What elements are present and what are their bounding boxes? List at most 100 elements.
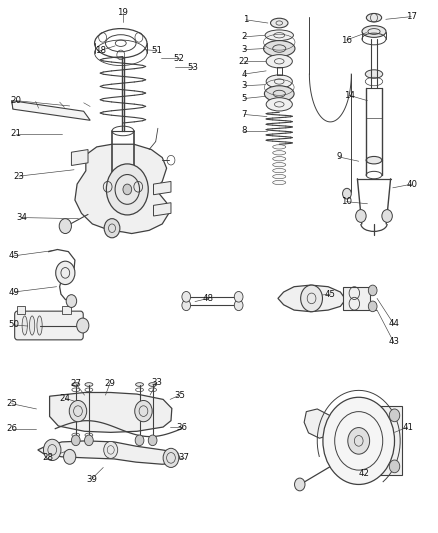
Text: 9: 9 — [336, 152, 342, 161]
Text: 10: 10 — [341, 197, 352, 206]
Text: 50: 50 — [8, 320, 19, 329]
Text: 22: 22 — [239, 58, 250, 66]
Ellipse shape — [266, 55, 292, 68]
Text: 18: 18 — [95, 46, 106, 55]
Text: 7: 7 — [242, 110, 247, 119]
Ellipse shape — [265, 86, 294, 102]
Circle shape — [77, 318, 89, 333]
Ellipse shape — [37, 316, 42, 335]
Ellipse shape — [273, 180, 286, 184]
Text: 39: 39 — [86, 475, 97, 483]
Polygon shape — [153, 181, 171, 195]
Text: 26: 26 — [6, 424, 17, 433]
Circle shape — [135, 435, 144, 446]
Ellipse shape — [273, 174, 286, 179]
Text: 28: 28 — [42, 454, 53, 463]
Text: 3: 3 — [242, 45, 247, 54]
Ellipse shape — [273, 168, 286, 173]
Text: 53: 53 — [187, 63, 198, 71]
Text: 27: 27 — [70, 379, 81, 388]
Circle shape — [182, 292, 191, 302]
Text: 24: 24 — [60, 394, 71, 403]
Polygon shape — [153, 203, 171, 216]
Circle shape — [163, 448, 179, 467]
Circle shape — [71, 435, 80, 446]
Text: 36: 36 — [177, 423, 187, 432]
Circle shape — [182, 300, 191, 311]
Text: 43: 43 — [388, 337, 399, 346]
Ellipse shape — [265, 30, 293, 41]
Circle shape — [123, 184, 132, 195]
Ellipse shape — [136, 383, 144, 386]
Text: 35: 35 — [174, 391, 185, 400]
Text: 48: 48 — [203, 294, 214, 303]
Ellipse shape — [149, 383, 156, 386]
Text: 29: 29 — [104, 379, 115, 388]
Text: 5: 5 — [242, 94, 247, 103]
Circle shape — [323, 397, 395, 484]
Circle shape — [104, 441, 118, 458]
Text: 37: 37 — [179, 454, 190, 463]
Text: 25: 25 — [6, 399, 17, 408]
Text: 2: 2 — [242, 33, 247, 42]
Ellipse shape — [365, 70, 383, 78]
Ellipse shape — [273, 157, 286, 161]
Circle shape — [234, 292, 243, 302]
Ellipse shape — [264, 41, 295, 56]
Polygon shape — [304, 409, 338, 438]
Text: 16: 16 — [341, 36, 352, 45]
Text: 1: 1 — [244, 15, 249, 25]
Text: 45: 45 — [8, 252, 19, 260]
Circle shape — [382, 209, 392, 222]
Circle shape — [389, 409, 400, 422]
Text: 49: 49 — [8, 287, 19, 296]
Text: 33: 33 — [152, 378, 162, 387]
Ellipse shape — [271, 18, 288, 28]
Ellipse shape — [366, 13, 381, 22]
Ellipse shape — [266, 98, 292, 111]
Text: 42: 42 — [358, 470, 370, 478]
Text: 14: 14 — [343, 91, 355, 100]
Circle shape — [64, 449, 76, 464]
Circle shape — [368, 301, 377, 312]
Polygon shape — [49, 392, 172, 432]
Circle shape — [66, 295, 77, 308]
Polygon shape — [380, 406, 403, 475]
Circle shape — [234, 300, 243, 311]
Ellipse shape — [72, 383, 80, 386]
Text: 20: 20 — [11, 96, 21, 105]
Circle shape — [356, 209, 366, 222]
Polygon shape — [17, 306, 25, 314]
Text: 44: 44 — [388, 319, 399, 328]
Text: 17: 17 — [406, 12, 417, 21]
Ellipse shape — [22, 316, 27, 335]
Polygon shape — [278, 285, 346, 312]
Text: 19: 19 — [117, 9, 128, 18]
Circle shape — [56, 261, 75, 285]
Text: 8: 8 — [242, 126, 247, 135]
Ellipse shape — [273, 163, 286, 167]
Circle shape — [135, 400, 152, 422]
Circle shape — [106, 164, 148, 215]
Text: 4: 4 — [242, 70, 247, 78]
Text: 34: 34 — [16, 213, 27, 222]
Text: 40: 40 — [406, 180, 417, 189]
Circle shape — [343, 188, 351, 199]
Text: 51: 51 — [152, 46, 162, 55]
Circle shape — [104, 219, 120, 238]
Polygon shape — [75, 144, 169, 233]
Circle shape — [389, 460, 400, 473]
Circle shape — [368, 285, 377, 296]
Polygon shape — [38, 441, 180, 464]
Polygon shape — [62, 306, 71, 314]
Ellipse shape — [266, 75, 292, 88]
Text: 3: 3 — [242, 81, 247, 90]
Polygon shape — [71, 150, 88, 165]
Circle shape — [294, 478, 305, 491]
Text: 41: 41 — [402, 423, 413, 432]
Polygon shape — [12, 101, 90, 120]
Circle shape — [69, 400, 87, 422]
Ellipse shape — [366, 157, 382, 164]
Ellipse shape — [273, 151, 286, 155]
Ellipse shape — [362, 26, 386, 37]
